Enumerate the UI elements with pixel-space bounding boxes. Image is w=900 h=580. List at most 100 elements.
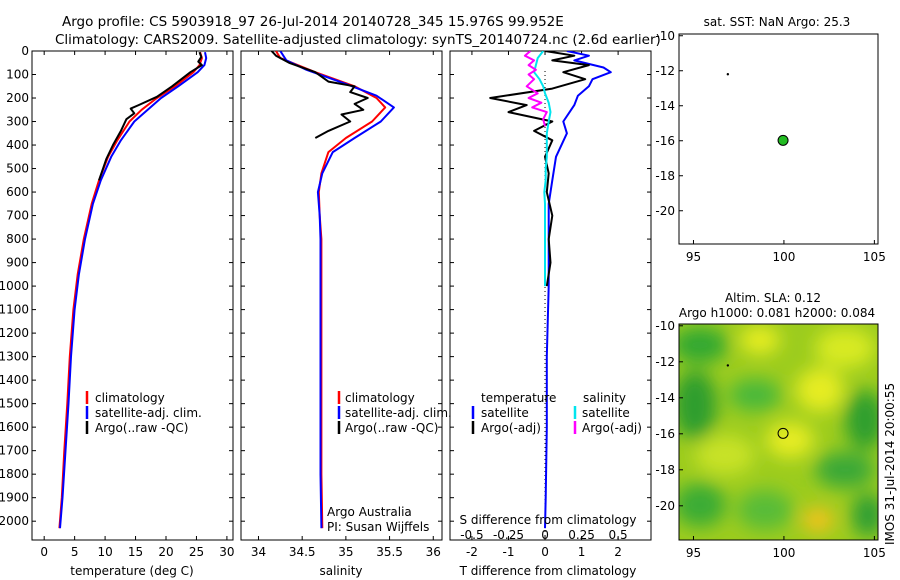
sst_map-argo-marker xyxy=(777,134,789,146)
depth-tick-label: 1900 xyxy=(0,491,29,505)
series-line-s-satellite xyxy=(533,51,552,287)
depth-tick-label: 1000 xyxy=(0,279,29,293)
depth-tick-label: 900 xyxy=(6,256,29,270)
legend-label-argo: Argo(..raw -QC) xyxy=(95,421,188,435)
salinity-legend: climatology satellite-adj. clim. Argo(..… xyxy=(337,391,452,435)
legend-label-satellite: satellite-adj. clim. xyxy=(345,406,452,420)
legend-label-climatology: climatology xyxy=(345,391,415,405)
s-diff-tick-label: 0.25 xyxy=(568,528,595,542)
sla_map-ytick-label: -20 xyxy=(655,499,675,513)
temperature-xtick-label: 10 xyxy=(97,545,112,559)
salinity-xtick-label: 36 xyxy=(426,545,441,559)
sst_map-ytick-label: -14 xyxy=(655,99,675,113)
series-line-satellite-adj-clim xyxy=(279,51,395,529)
temperature-xtick-label: 30 xyxy=(219,545,234,559)
sla-map-subtitle: Argo h1000: 0.081 h2000: 0.084 xyxy=(679,306,875,320)
series-line-s-argo-adj xyxy=(523,51,548,127)
temperature-legend: climatology satellite-adj. clim. Argo(..… xyxy=(85,391,202,435)
differences-xtick-label: 0 xyxy=(541,545,549,559)
sla-map-title: Altim. SLA: 0.12 xyxy=(725,291,821,305)
sla_map-xtick-label: 105 xyxy=(863,546,886,560)
depth-tick-label: 600 xyxy=(6,185,29,199)
depth-tick-label: 0 xyxy=(21,44,29,58)
temperature-xtick-label: 5 xyxy=(71,545,79,559)
salinity-xtick-label: 34.5 xyxy=(289,545,316,559)
series-line-argo-raw-qc xyxy=(98,51,203,181)
salinity-xtick-label: 34 xyxy=(251,545,266,559)
sst_map-xtick-label: 95 xyxy=(686,250,701,264)
depth-tick-label: 500 xyxy=(6,162,29,176)
legend-label-t-argo: Argo(-adj) xyxy=(481,421,541,435)
sst-map-title: sat. SST: NaN Argo: 25.3 xyxy=(704,15,851,29)
differences-xtick-label: 1 xyxy=(578,545,586,559)
depth-tick-label: 100 xyxy=(6,68,29,82)
depth-tick-label: 200 xyxy=(6,91,29,105)
legend-label-s-argo: Argo(-adj) xyxy=(582,421,642,435)
differences-xtick-label: -2 xyxy=(466,545,478,559)
sla_map-ytick-label: -16 xyxy=(655,427,675,441)
depth-tick-label: 1500 xyxy=(0,397,29,411)
sst_map-xtick-label: 105 xyxy=(863,250,886,264)
sla-map-frame xyxy=(678,323,879,541)
depth-tick-label: 1700 xyxy=(0,444,29,458)
sst_map-ytick-label: -16 xyxy=(655,134,675,148)
legend-label-s-satellite: satellite xyxy=(582,406,630,420)
salinity-xlabel: salinity xyxy=(319,564,362,578)
temperature-xtick-label: 15 xyxy=(128,545,143,559)
difference-legend-salinity: salinity satellite Argo(-adj) xyxy=(573,391,642,435)
depth-tick-label: 2000 xyxy=(0,514,29,528)
sst_map-ytick-label: -12 xyxy=(655,64,675,78)
imos-timestamp: IMOS 31-Jul-2014 20:00:55 xyxy=(883,383,897,545)
depth-tick-label: 1300 xyxy=(0,350,29,364)
salinity-xtick-label: 35.5 xyxy=(376,545,403,559)
legend-label-argo: Argo(..raw -QC) xyxy=(345,421,438,435)
sla_map-ytick-label: -12 xyxy=(655,355,675,369)
temperature-series-group xyxy=(58,51,208,529)
series-line-argo-raw-qc xyxy=(270,51,369,139)
temperature-xlabel: temperature (deg C) xyxy=(70,564,193,578)
temperature-xtick-label: 20 xyxy=(158,545,173,559)
salinity-xtick-label: 35 xyxy=(338,545,353,559)
s-diff-tick-label: 0.5 xyxy=(609,528,628,542)
legend-label-climatology: climatology xyxy=(95,391,165,405)
sst_map-xtick-label: 100 xyxy=(772,250,795,264)
sla_map-xtick-label: 95 xyxy=(686,546,701,560)
series-line-t-satellite xyxy=(544,51,612,529)
sla_map-ytick-label: -10 xyxy=(655,319,675,333)
depth-tick-label: 1600 xyxy=(0,420,29,434)
sla-heatmap xyxy=(679,324,878,540)
difference-legend-temperature: temperature satellite Argo(-adj) xyxy=(471,391,556,435)
sst_map-ytick-label: -20 xyxy=(655,204,675,218)
legend-title-temperature: temperature xyxy=(481,391,556,405)
sla_map-argo-marker xyxy=(777,427,789,439)
temperature-xtick-label: 25 xyxy=(189,545,204,559)
difference-xlabel-top: S difference from climatology xyxy=(460,513,637,527)
differences-xtick-label: -1 xyxy=(502,545,514,559)
annotation-institution: Argo Australia xyxy=(327,505,412,519)
depth-tick-label: 300 xyxy=(6,115,29,129)
sst_map-ytick-label: -10 xyxy=(655,29,675,43)
difference-xlabel: T difference from climatology xyxy=(459,564,637,578)
s-diff-tick-label: -0.25 xyxy=(493,528,524,542)
figure-title-line2: Climatology: CARS2009. Satellite-adjuste… xyxy=(55,32,661,48)
figure-title-line1: Argo profile: CS 5903918_97 26-Jul-2014 … xyxy=(62,14,564,30)
depth-tick-label: 1200 xyxy=(0,326,29,340)
sst_map-ytick-label: -18 xyxy=(655,169,675,183)
legend-label-t-satellite: satellite xyxy=(481,406,529,420)
sst_map-coast-point xyxy=(726,73,730,76)
series-line-t-argo-adj xyxy=(489,51,590,287)
s-diff-tick-label: -0.5 xyxy=(460,528,483,542)
annotation-pi: PI: Susan Wijffels xyxy=(327,520,429,534)
temperature-xtick-label: 0 xyxy=(40,545,48,559)
depth-tick-label: 700 xyxy=(6,209,29,223)
depth-tick-label: 1100 xyxy=(0,303,29,317)
depth-tick-label: 800 xyxy=(6,232,29,246)
sla_map-ytick-label: -18 xyxy=(655,463,675,477)
depth-tick-label: 1400 xyxy=(0,373,29,387)
legend-title-salinity: salinity xyxy=(583,391,626,405)
sla_map-ytick-label: -14 xyxy=(655,391,675,405)
depth-tick-label: 1800 xyxy=(0,467,29,481)
difference-plot-frame xyxy=(449,50,652,541)
sla_map-coast-point xyxy=(726,364,730,367)
